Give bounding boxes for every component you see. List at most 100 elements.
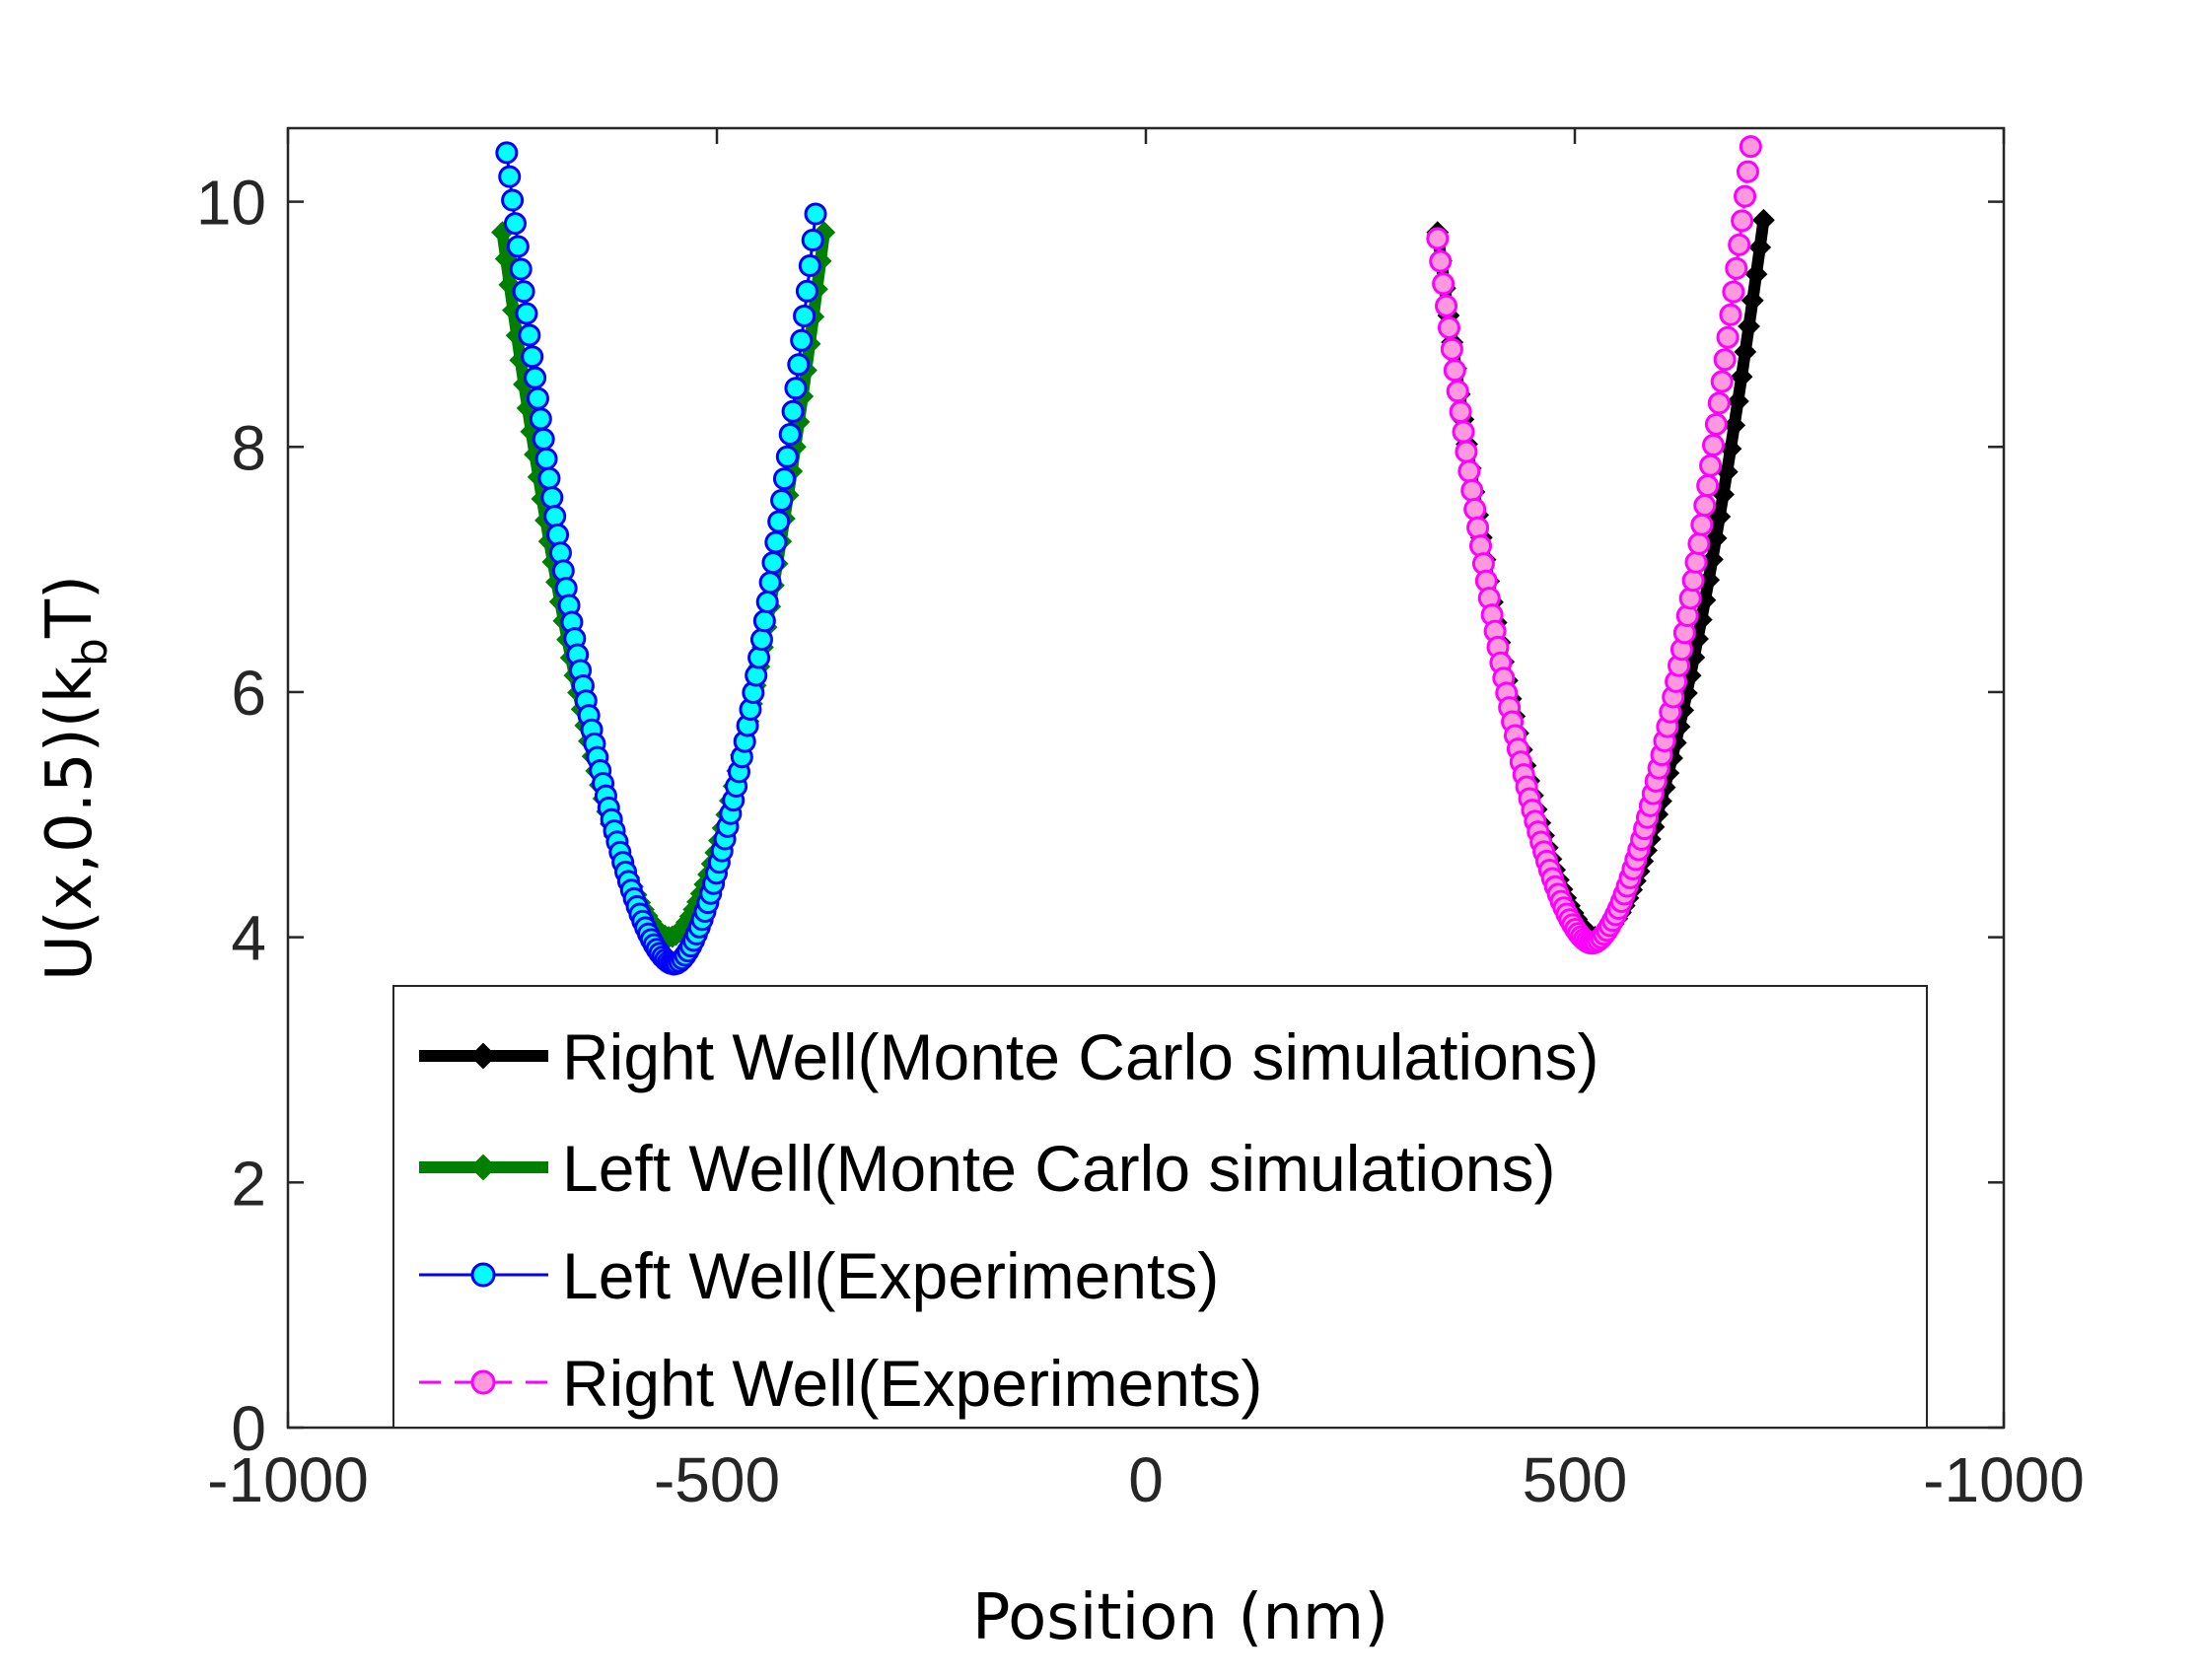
data-point [767, 510, 791, 533]
data-point [764, 530, 788, 554]
data-point [804, 202, 827, 226]
data-point [1429, 249, 1453, 273]
data-point [1466, 516, 1490, 539]
data-point [793, 304, 817, 327]
data-point [512, 280, 535, 304]
data-point [1710, 370, 1734, 393]
data-point [749, 628, 773, 652]
data-point [1440, 337, 1463, 361]
data-point [1722, 280, 1745, 304]
legend-label: Right Well(Monte Carlo simulations) [562, 1020, 1598, 1093]
y-tick-label: 8 [231, 412, 266, 483]
y-axis-title-tail: T) [34, 575, 107, 639]
data-point [1452, 420, 1475, 444]
data-point [1701, 433, 1725, 456]
data-point [1463, 497, 1487, 521]
data-point [758, 571, 782, 595]
data-point [1690, 513, 1714, 536]
data-point [770, 488, 794, 512]
y-axis-title-main: U(x,0.5)(k [34, 666, 107, 981]
data-point [1726, 389, 1749, 413]
data-point [495, 141, 519, 165]
y-axis-title-subscript: b [64, 638, 117, 666]
data-point [1449, 400, 1472, 424]
data-point [755, 591, 779, 614]
data-point [813, 221, 836, 245]
data-point [515, 302, 538, 325]
legend-entry-4: Right Well(Experiments) [419, 1347, 1262, 1420]
data-point [543, 505, 567, 528]
y-axis-title: U(x,0.5)(kbT) [34, 575, 117, 981]
data-point [1704, 412, 1728, 436]
data-point [1707, 391, 1731, 415]
x-tick-label: -1000 [207, 1444, 369, 1515]
series-3 [495, 141, 827, 976]
x-tick-label: 0 [1128, 1444, 1164, 1515]
legend-swatch-marker [469, 1042, 497, 1070]
data-point [1437, 315, 1460, 339]
data-point [1684, 550, 1708, 574]
data-point [1736, 160, 1759, 183]
data-point [1681, 569, 1705, 593]
data-point [1731, 209, 1754, 233]
legend-swatch-marker [470, 1262, 496, 1288]
data-point [747, 646, 771, 669]
data-point [498, 165, 522, 188]
data-point [1719, 303, 1742, 326]
data-point [546, 523, 570, 546]
x-axis-title: Position (nm) [972, 1581, 1388, 1654]
data-point [787, 353, 811, 377]
data-point [1739, 135, 1762, 159]
data-point [540, 486, 564, 510]
data-point [1455, 440, 1478, 463]
data-point [1723, 413, 1746, 437]
legend-entry-2: Left Well(Monte Carlo simulations) [419, 1132, 1555, 1205]
data-point [761, 551, 785, 575]
data-point [1704, 526, 1728, 550]
data-point [1708, 505, 1732, 528]
x-tick-label: -500 [654, 1444, 780, 1515]
data-point [518, 323, 541, 347]
data-point [795, 279, 818, 303]
data-point [1687, 531, 1711, 555]
data-point [1446, 380, 1469, 403]
y-tick-label: 2 [231, 1148, 266, 1219]
legend-swatch-marker [470, 1369, 496, 1395]
data-point [1748, 236, 1772, 259]
legend-entry-1: Right Well(Monte Carlo simulations) [419, 1020, 1598, 1093]
data-point [521, 345, 544, 369]
data-point [1744, 262, 1768, 286]
y-tick-label: 6 [231, 658, 266, 729]
data-point [1699, 454, 1723, 477]
data-point [1713, 348, 1737, 372]
x-tick-label: 500 [1523, 1444, 1628, 1515]
legend-label: Right Well(Experiments) [562, 1347, 1262, 1420]
data-point [1734, 340, 1757, 364]
data-point [775, 445, 799, 468]
legend-box [392, 985, 1928, 1429]
data-point [509, 257, 533, 281]
data-point [801, 228, 824, 251]
data-point [772, 467, 796, 491]
data-point [506, 235, 530, 258]
data-point [790, 328, 814, 352]
data-point [752, 609, 776, 633]
data-point [778, 422, 802, 446]
data-point [798, 254, 821, 278]
data-point [1435, 294, 1458, 317]
data-point [1730, 365, 1753, 388]
data-point [1700, 547, 1724, 571]
data-point [1426, 227, 1450, 250]
y-tick-label: 10 [196, 168, 266, 239]
series-layer [491, 135, 1775, 976]
data-point [534, 447, 558, 470]
data-point [784, 377, 808, 400]
data-point [1693, 494, 1717, 518]
data-point [1728, 233, 1751, 256]
y-tick-label: 4 [231, 903, 266, 974]
data-point [781, 399, 805, 423]
legend-swatch-marker [469, 1154, 497, 1181]
legend: Right Well(Monte Carlo simulations) Left … [392, 985, 1928, 1429]
series-4 [1426, 135, 1762, 955]
